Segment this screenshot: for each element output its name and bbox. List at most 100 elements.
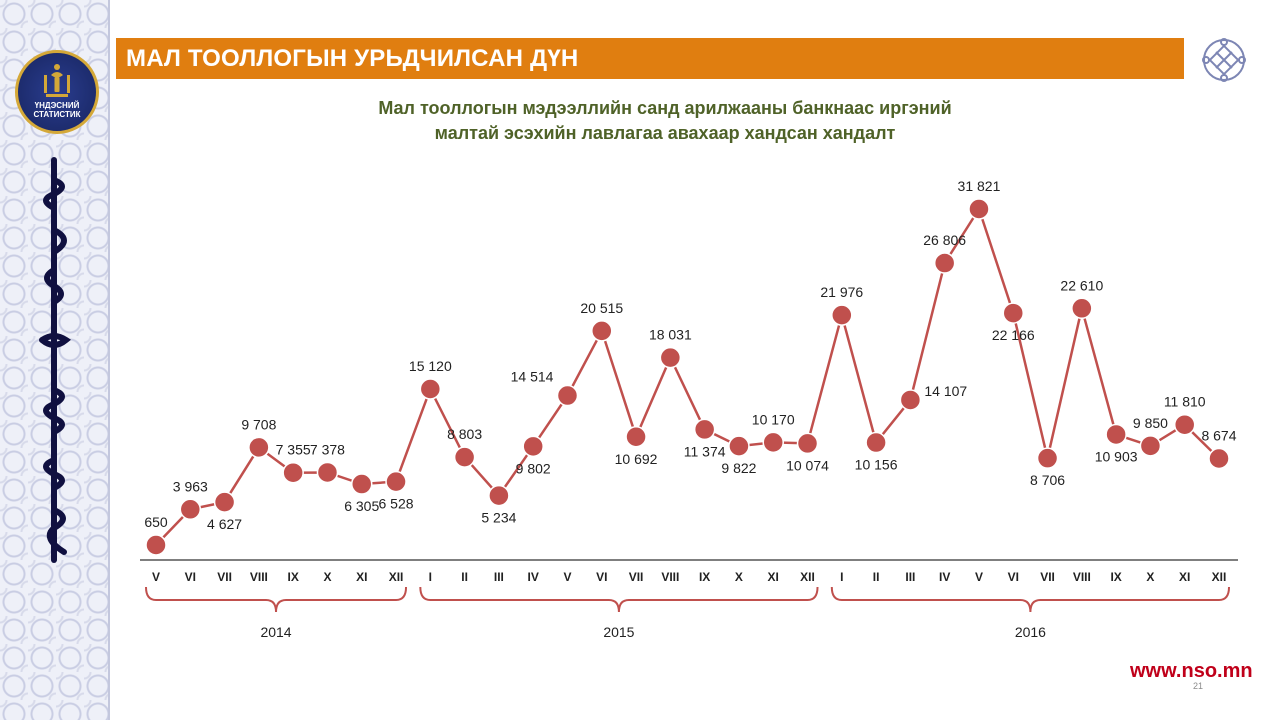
data-point (1208, 447, 1230, 470)
data-label: 10 903 (1095, 448, 1138, 464)
website-link[interactable]: www.nso.mn (1130, 660, 1253, 682)
x-tick-label: XI (768, 570, 779, 584)
title-bar: МАЛ ТООЛЛОГЫН УРЬДЧИЛСАН ДҮН (116, 38, 1184, 79)
year-label: 2016 (1015, 624, 1046, 640)
data-point (385, 470, 407, 493)
data-label: 7 355 (276, 442, 311, 458)
x-tick-label: IX (287, 570, 298, 584)
data-label: 11 374 (684, 443, 726, 459)
data-point (899, 389, 922, 411)
data-point (728, 435, 750, 457)
data-label: 6 305 (344, 498, 379, 514)
data-label: 3 963 (173, 478, 208, 494)
data-label: 14 514 (511, 369, 554, 385)
data-point (933, 252, 956, 274)
data-point (1002, 302, 1025, 324)
series-line (155, 206, 1220, 546)
x-tick-label: XI (356, 570, 367, 584)
data-label: 8 674 (1201, 428, 1236, 444)
data-label: 22 166 (992, 327, 1035, 343)
data-label: 8 706 (1030, 472, 1065, 488)
x-tick-label: VII (1040, 570, 1055, 584)
x-tick-label: I (429, 570, 432, 584)
x-tick-label: III (905, 570, 915, 584)
data-label: 10 692 (615, 451, 658, 467)
data-point (625, 426, 647, 448)
mongolian-script-icon (39, 157, 72, 563)
x-tick-label: X (323, 570, 331, 584)
data-label: 4 627 (207, 516, 242, 532)
data-label: 14 107 (924, 383, 967, 399)
data-label: 20 515 (580, 300, 623, 316)
data-point (1173, 413, 1196, 436)
x-tick-label: V (152, 570, 160, 584)
chart-subtitle: Мал тооллогын мэдээллийн санд арилжааны … (320, 96, 1010, 146)
x-tick-label: VI (185, 570, 196, 584)
x-tick-label: X (1146, 570, 1154, 584)
data-point (693, 418, 716, 441)
x-tick-label: II (873, 570, 880, 584)
data-label: 22 610 (1060, 277, 1103, 293)
x-tick-label: IX (699, 570, 710, 584)
decorative-side-pattern: ҮНДЭСНИЙ СТАТИСТИК (0, 0, 110, 720)
emblem-label: ҮНДЭСНИЙ СТАТИСТИК (33, 101, 81, 119)
data-label: 21 976 (820, 284, 863, 300)
data-label: 6 528 (379, 496, 414, 512)
subtitle-line-2: малтай эсэхийн лавлагаа авахаар хандсан … (434, 123, 896, 143)
data-label: 18 031 (649, 327, 692, 343)
data-point (968, 198, 990, 220)
year-label: 2015 (603, 624, 634, 640)
data-point (213, 491, 236, 513)
data-label: 9 802 (516, 460, 551, 476)
data-label: 31 821 (958, 178, 1001, 194)
year-label: 2014 (260, 624, 291, 640)
data-point (796, 432, 819, 455)
data-point (350, 473, 373, 495)
x-tick-label: VI (1008, 570, 1019, 584)
data-label: 10 156 (855, 457, 898, 473)
x-tick-label: VIII (250, 570, 268, 584)
x-tick-label: X (735, 570, 743, 584)
data-label: 8 803 (447, 426, 482, 442)
data-label: 11 810 (1164, 394, 1206, 410)
data-label: 10 074 (786, 457, 829, 473)
data-label: 650 (144, 514, 168, 530)
data-label: 10 170 (752, 411, 795, 427)
x-tick-label: XI (1179, 570, 1190, 584)
data-point (419, 378, 442, 400)
national-statistics-emblem-icon: ҮНДЭСНИЙ СТАТИСТИК (15, 50, 99, 134)
data-point (282, 461, 304, 484)
data-label: 26 806 (923, 232, 966, 248)
data-point (831, 304, 853, 326)
data-label: 7 378 (310, 441, 345, 457)
x-tick-label: VI (596, 570, 607, 584)
data-label: 9 822 (721, 460, 756, 476)
data-point (556, 384, 579, 407)
data-point (1105, 423, 1127, 446)
x-tick-label: I (840, 570, 843, 584)
year-bracket (830, 586, 1230, 613)
data-label: 9 708 (241, 416, 276, 432)
data-point (591, 320, 613, 342)
x-tick-label: IV (528, 570, 539, 584)
year-bracket (419, 586, 819, 613)
data-point (659, 346, 682, 369)
data-label: 15 120 (409, 358, 452, 374)
year-bracket (145, 586, 408, 613)
x-tick-label: VIII (661, 570, 679, 584)
data-label: 9 850 (1133, 415, 1168, 431)
endless-knot-icon (1202, 38, 1246, 82)
x-tick-label: XII (800, 570, 815, 584)
slide-title: МАЛ ТООЛЛОГЫН УРЬДЧИЛСАН ДҮН (126, 45, 579, 72)
x-tick-label: V (563, 570, 571, 584)
data-point (488, 484, 510, 507)
x-tick-label: IX (1110, 570, 1121, 584)
data-point (762, 431, 784, 454)
data-point (453, 446, 476, 468)
subtitle-line-1: Мал тооллогын мэдээллийн санд арилжааны … (378, 98, 952, 118)
x-tick-label: XII (1212, 570, 1227, 584)
data-point (179, 498, 202, 521)
data-label: 5 234 (481, 510, 516, 526)
x-tick-label: VII (629, 570, 644, 584)
